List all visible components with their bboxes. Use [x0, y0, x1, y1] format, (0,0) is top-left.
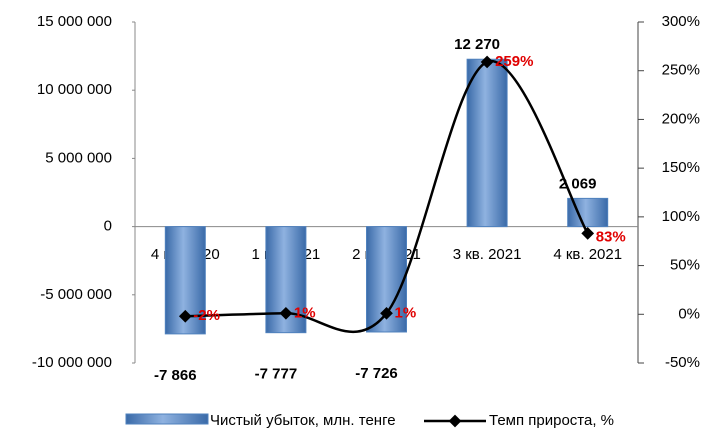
- y-tick-label: -5 000 000: [40, 286, 112, 303]
- y2-tick-label: 200%: [662, 110, 700, 127]
- bar: [466, 58, 508, 228]
- bar-value-label: 12 270: [454, 36, 500, 53]
- legend-marker: [448, 414, 462, 428]
- y2-tick-label: 150%: [662, 159, 700, 176]
- legend-label: Чистый убыток, млн. тенге: [210, 412, 396, 429]
- x-tick-label: 4 кв. 2021: [553, 246, 622, 263]
- y-tick-label: 5 000 000: [45, 149, 112, 166]
- line-marker: [380, 306, 393, 320]
- line-marker: [279, 306, 293, 320]
- y-tick-label: 0: [104, 218, 112, 235]
- bar-value-label: -7 866: [154, 367, 197, 384]
- bar-value-label: -7 726: [355, 365, 398, 382]
- line-marker: [480, 55, 494, 69]
- y2-tick-label: 100%: [662, 208, 700, 225]
- line-value-label: 83%: [596, 228, 626, 245]
- line-value-label: 259%: [495, 53, 533, 70]
- bar-value-label: -7 777: [255, 366, 298, 383]
- y2-tick-label: -50%: [665, 354, 700, 371]
- line: [185, 60, 589, 334]
- y-tick-label: 10 000 000: [37, 81, 112, 98]
- y-tick-label: -10 000 000: [32, 354, 112, 371]
- y-tick-label: 15 000 000: [37, 13, 112, 30]
- y2-tick-label: 300%: [662, 13, 700, 30]
- y2-tick-label: 250%: [662, 62, 700, 79]
- bar: [567, 197, 609, 228]
- y2-tick-label: 50%: [670, 257, 700, 274]
- line-value-label: 1%: [294, 304, 316, 321]
- line-marker: [581, 227, 595, 240]
- legend-swatch: [125, 413, 209, 425]
- line-value-label: 1%: [395, 304, 417, 321]
- y2-tick-label: 0%: [678, 305, 700, 322]
- x-tick-label: 3 кв. 2021: [453, 246, 522, 263]
- line-marker: [178, 309, 192, 323]
- legend-label: Темп прироста, %: [489, 412, 614, 429]
- line-value-label: -2%: [193, 307, 220, 324]
